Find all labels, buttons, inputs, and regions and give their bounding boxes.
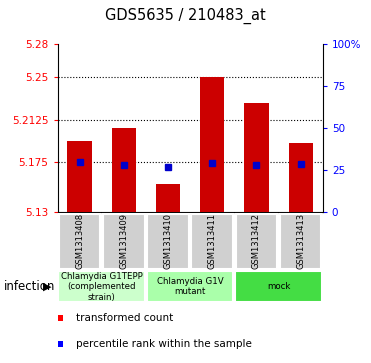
Bar [289,143,313,212]
Bar [68,142,92,212]
Bar [200,77,224,212]
Bar [244,103,269,212]
Text: GSM1313409: GSM1313409 [119,213,128,269]
Bar [58,272,145,302]
Text: GSM1313413: GSM1313413 [296,213,305,269]
Text: GSM1313412: GSM1313412 [252,213,261,269]
Text: mock: mock [267,282,290,291]
Text: GDS5635 / 210483_at: GDS5635 / 210483_at [105,7,266,24]
Text: ▶: ▶ [43,282,51,292]
Bar [156,184,180,212]
Text: Chlamydia G1TEPP
(complemented
strain): Chlamydia G1TEPP (complemented strain) [61,272,142,302]
Text: transformed count: transformed count [76,313,173,323]
Bar [280,213,321,269]
Bar [147,272,233,302]
Bar [235,272,322,302]
Bar [112,128,136,212]
Text: GSM1313408: GSM1313408 [75,213,84,269]
Text: infection: infection [4,280,55,293]
Bar [147,213,189,269]
Text: Chlamydia G1V
mutant: Chlamydia G1V mutant [157,277,223,297]
Bar [191,213,233,269]
Text: GSM1313411: GSM1313411 [208,213,217,269]
Text: GSM1313410: GSM1313410 [164,213,173,269]
Text: percentile rank within the sample: percentile rank within the sample [76,339,252,349]
Bar [59,213,101,269]
Bar [236,213,277,269]
Bar [103,213,145,269]
